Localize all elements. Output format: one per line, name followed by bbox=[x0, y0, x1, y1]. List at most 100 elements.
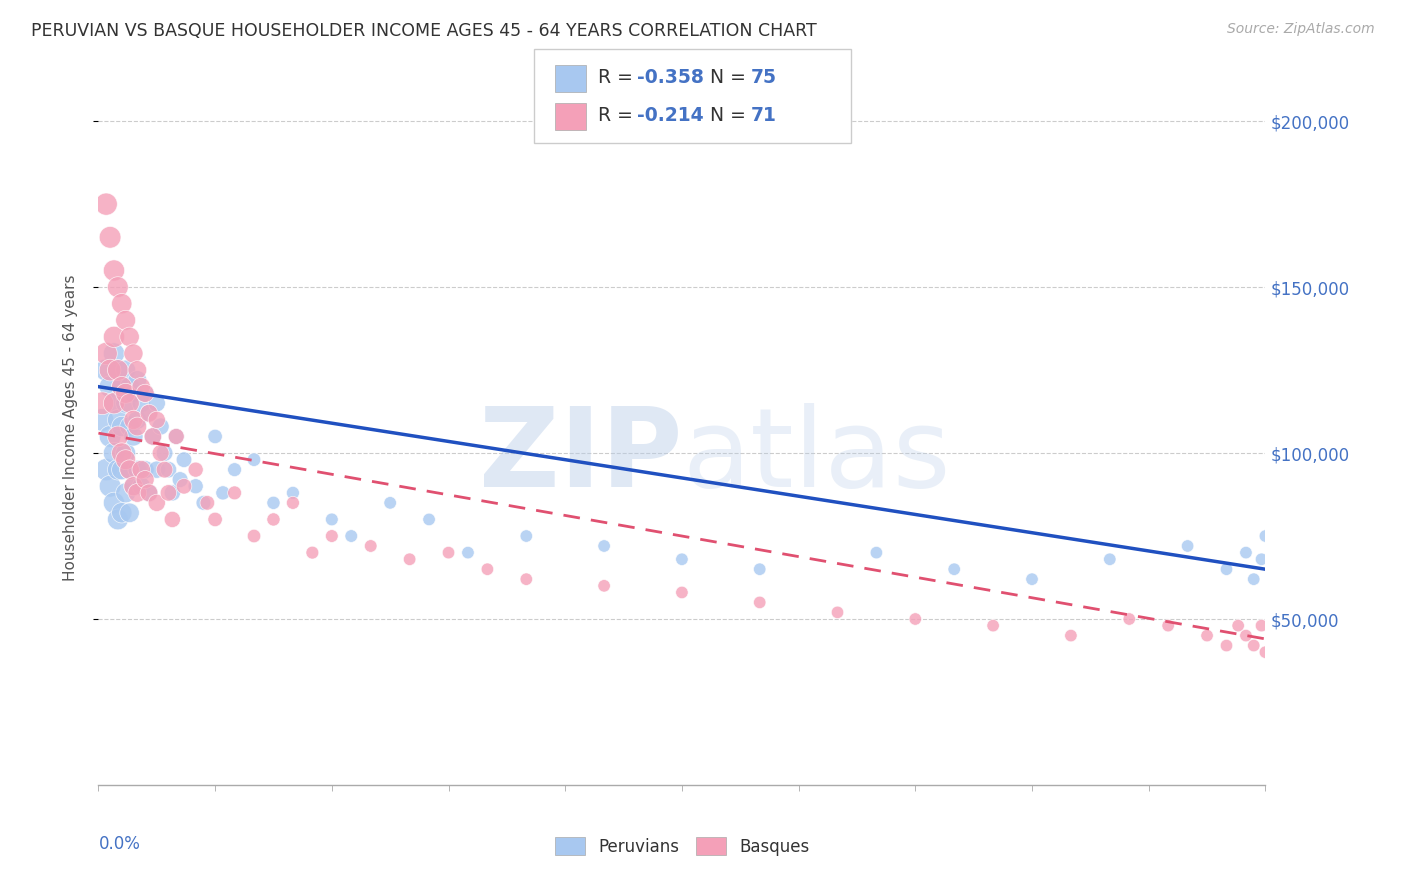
Point bbox=[748, 562, 770, 576]
Point bbox=[122, 429, 145, 443]
Point bbox=[1118, 612, 1140, 626]
Text: R =: R = bbox=[598, 106, 638, 125]
Point bbox=[118, 396, 141, 410]
Point bbox=[111, 379, 134, 393]
Point bbox=[281, 496, 304, 510]
Text: ZIP: ZIP bbox=[478, 403, 682, 510]
Point bbox=[865, 546, 887, 560]
Point bbox=[103, 346, 125, 360]
Point bbox=[418, 512, 440, 526]
Point bbox=[193, 496, 215, 510]
Point bbox=[134, 386, 156, 401]
Point bbox=[204, 512, 226, 526]
Point bbox=[153, 446, 176, 460]
Point bbox=[1195, 629, 1218, 643]
Point bbox=[1250, 552, 1272, 566]
Point bbox=[153, 463, 176, 477]
Text: N =: N = bbox=[710, 106, 752, 125]
Point bbox=[157, 463, 180, 477]
Point bbox=[195, 496, 218, 510]
Point bbox=[107, 363, 129, 377]
Point bbox=[111, 446, 134, 460]
Point bbox=[398, 552, 420, 566]
Point bbox=[134, 386, 156, 401]
Point bbox=[321, 529, 343, 543]
Point bbox=[281, 486, 304, 500]
Point bbox=[118, 506, 141, 520]
Point bbox=[184, 479, 207, 493]
Point bbox=[173, 479, 195, 493]
Point bbox=[165, 429, 187, 443]
Point bbox=[129, 479, 152, 493]
Text: 0.0%: 0.0% bbox=[98, 835, 141, 853]
Text: 71: 71 bbox=[751, 106, 776, 125]
Point bbox=[1227, 618, 1250, 632]
Point bbox=[127, 486, 149, 500]
Point bbox=[146, 396, 169, 410]
Point bbox=[904, 612, 927, 626]
Point bbox=[107, 280, 129, 294]
Point bbox=[134, 463, 156, 477]
Point bbox=[114, 452, 136, 467]
Point bbox=[262, 496, 284, 510]
Point bbox=[157, 486, 180, 500]
Point bbox=[118, 419, 141, 434]
Point bbox=[107, 363, 129, 377]
Point bbox=[437, 546, 460, 560]
Point bbox=[98, 230, 121, 244]
Point bbox=[593, 579, 616, 593]
Point bbox=[98, 429, 121, 443]
Point bbox=[204, 429, 226, 443]
Point bbox=[103, 396, 125, 410]
Point bbox=[103, 330, 125, 344]
Point bbox=[114, 313, 136, 327]
Point bbox=[122, 346, 145, 360]
Point bbox=[1254, 645, 1277, 659]
Point bbox=[122, 479, 145, 493]
Point bbox=[114, 386, 136, 401]
Point bbox=[107, 512, 129, 526]
Point bbox=[146, 496, 169, 510]
Point bbox=[593, 539, 616, 553]
Point bbox=[127, 373, 149, 387]
Point bbox=[107, 413, 129, 427]
Point bbox=[91, 413, 114, 427]
Point bbox=[262, 512, 284, 526]
Point bbox=[103, 496, 125, 510]
Point bbox=[96, 363, 118, 377]
Point bbox=[671, 552, 693, 566]
Point bbox=[224, 486, 246, 500]
Point bbox=[301, 546, 323, 560]
Point bbox=[122, 413, 145, 427]
Point bbox=[98, 479, 121, 493]
Point bbox=[243, 529, 266, 543]
Point bbox=[111, 419, 134, 434]
Point bbox=[1215, 562, 1237, 576]
Point bbox=[1215, 639, 1237, 653]
Point bbox=[129, 379, 152, 393]
Point bbox=[1021, 572, 1043, 586]
Point bbox=[1254, 529, 1277, 543]
Point bbox=[748, 595, 770, 609]
Point bbox=[457, 546, 479, 560]
Point bbox=[114, 396, 136, 410]
Point bbox=[173, 452, 195, 467]
Point bbox=[149, 446, 172, 460]
Point bbox=[146, 463, 169, 477]
Point bbox=[138, 406, 160, 420]
Point bbox=[515, 529, 537, 543]
Point bbox=[118, 463, 141, 477]
Point bbox=[321, 512, 343, 526]
Point bbox=[162, 486, 184, 500]
Point bbox=[111, 296, 134, 310]
Point bbox=[98, 363, 121, 377]
Point bbox=[1243, 639, 1265, 653]
Point bbox=[340, 529, 363, 543]
Point bbox=[103, 396, 125, 410]
Text: R =: R = bbox=[598, 68, 638, 87]
Point bbox=[184, 463, 207, 477]
Point bbox=[146, 413, 169, 427]
Point bbox=[134, 473, 156, 487]
Legend: Peruvians, Basques: Peruvians, Basques bbox=[548, 830, 815, 863]
Point bbox=[981, 618, 1004, 632]
